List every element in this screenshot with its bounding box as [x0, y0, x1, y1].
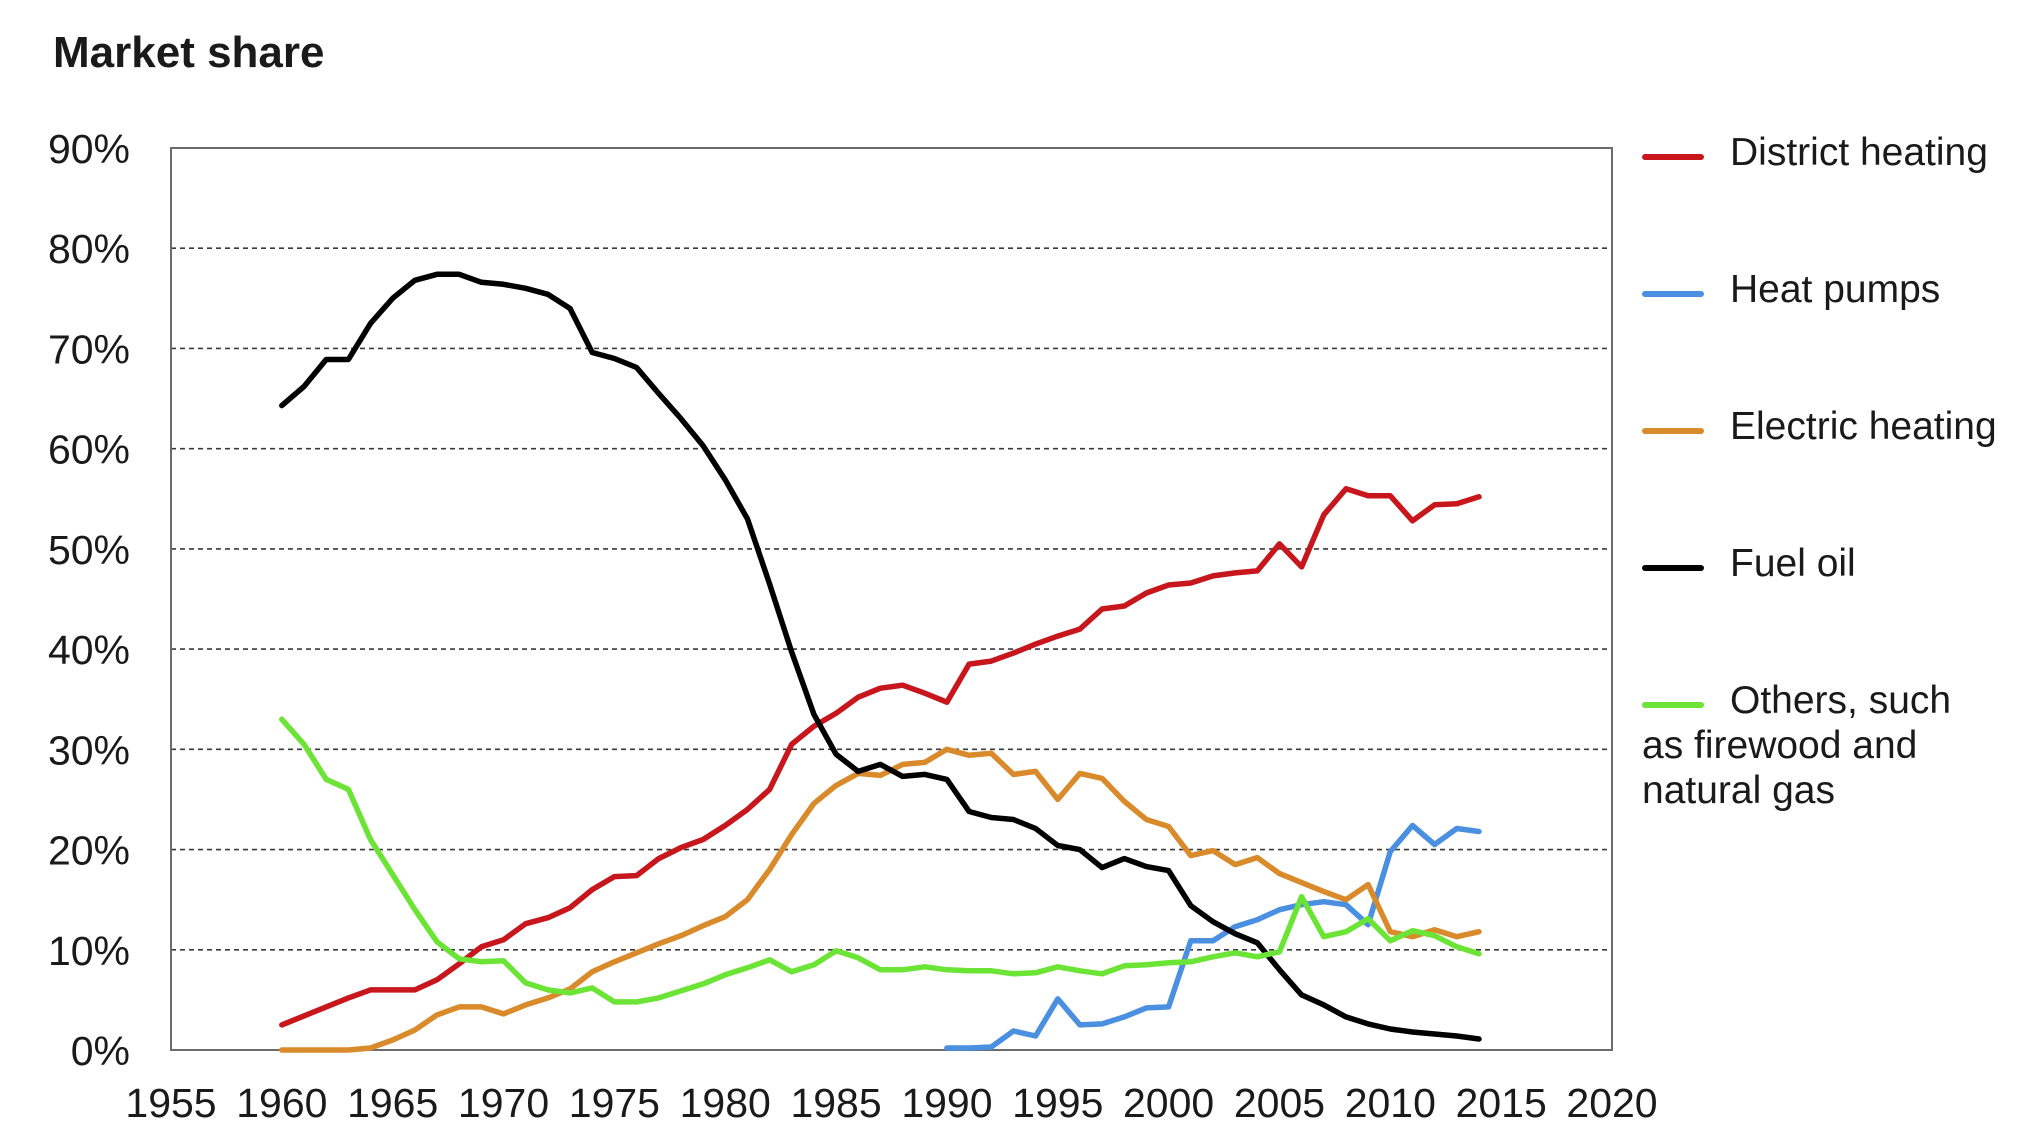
legend-swatch	[1642, 428, 1704, 434]
x-tick-label: 1960	[236, 1080, 327, 1126]
legend-label: District heating	[1730, 131, 1988, 174]
x-tick-label: 1985	[790, 1080, 881, 1126]
legend-label: Others, such as firewood and natural gas	[1642, 679, 1952, 812]
chart-title: Market share	[53, 28, 325, 77]
legend-label: Heat pumps	[1730, 268, 1941, 311]
x-tick-label: 2015	[1456, 1080, 1547, 1126]
legend-item-district-heating[interactable]: District heating	[1642, 130, 2020, 175]
x-tick-label: 1970	[458, 1080, 549, 1126]
tick-labels: 0% 10% 20% 30% 40% 50% 60% 70% 80% 90% 1955 1960 196…	[48, 126, 1658, 1126]
series-line-fuel-oil	[279, 271, 1482, 1042]
x-tick-label: 1975	[569, 1080, 660, 1126]
y-tick-label: 90%	[48, 126, 130, 172]
y-tick-label: 80%	[48, 226, 130, 272]
series-line-others	[279, 716, 1482, 1005]
y-tick-label: 60%	[48, 427, 130, 473]
x-tick-label: 2000	[1123, 1080, 1214, 1126]
legend-swatch	[1642, 565, 1704, 571]
series-line-district-heating	[279, 486, 1482, 1028]
y-tick-label: 70%	[48, 326, 130, 372]
series-line-electric-heating	[279, 746, 1482, 1053]
series-layer	[279, 271, 1482, 1053]
axes	[170, 147, 1613, 1051]
legend-item-electric-heating[interactable]: Electric heating	[1642, 404, 2020, 449]
y-tick-label: 40%	[48, 627, 130, 673]
series-line-heat-pumps	[944, 822, 1482, 1051]
legend-swatch	[1642, 702, 1704, 708]
x-tick-label: 1990	[901, 1080, 992, 1126]
x-tick-label: 1980	[680, 1080, 771, 1126]
y-tick-label: 0%	[71, 1028, 130, 1074]
x-tick-label: 1955	[125, 1080, 216, 1126]
y-tick-label: 50%	[48, 527, 130, 573]
legend-label: Fuel oil	[1730, 542, 1856, 585]
legend-label: Electric heating	[1730, 405, 1997, 448]
x-tick-label: 2020	[1566, 1080, 1657, 1126]
x-tick-label: 1995	[1012, 1080, 1103, 1126]
x-tick-label: 1965	[347, 1080, 438, 1126]
legend-swatch	[1642, 154, 1704, 160]
y-tick-label: 30%	[48, 727, 130, 773]
x-tick-label: 2005	[1234, 1080, 1325, 1126]
y-tick-label: 10%	[48, 928, 130, 974]
legend-swatch	[1642, 291, 1704, 297]
plot-frame	[170, 147, 1613, 1051]
legend-item-heat-pumps[interactable]: Heat pumps	[1642, 267, 2020, 312]
legend-item-fuel-oil[interactable]: Fuel oil	[1642, 541, 2020, 586]
legend-item-others[interactable]: Others, such as firewood and natural gas	[1642, 678, 1982, 813]
x-tick-label: 2010	[1345, 1080, 1436, 1126]
y-tick-label: 20%	[48, 828, 130, 874]
gridlines	[171, 247, 1612, 951]
